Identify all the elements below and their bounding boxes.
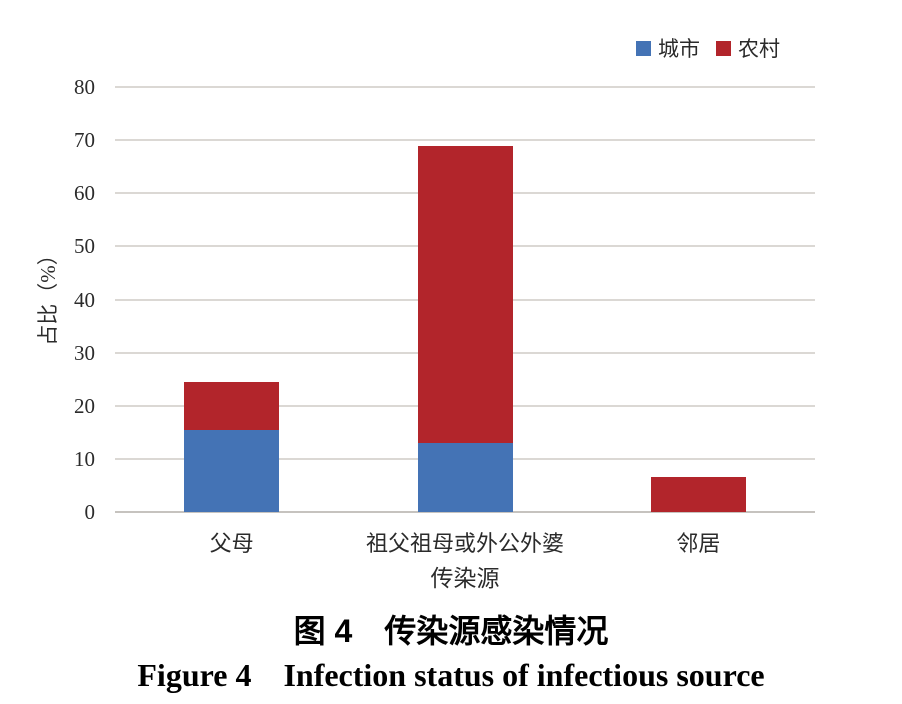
bar-segment-城市-2 [417,442,513,512]
chart-legend: 城市 农村 [636,33,780,63]
y-tick-label-80: 80 [74,75,95,99]
figure-caption-en: Figure 4 Infection status of infectious … [137,657,765,693]
y-tick-label-70: 70 [74,128,95,153]
gridline-70 [115,139,815,142]
y-tick-label-0: 0 [84,500,96,524]
bar-segment-农村-2 [417,145,513,443]
y-tick-label-40: 40 [74,287,95,312]
y-tick-label-20: 20 [74,393,95,418]
gridline-80 [115,86,815,88]
bar-group-2 [417,145,513,512]
figure-caption-zh: 图 4 传染源感染情况 [293,613,609,649]
plot-area [115,86,815,513]
bar-segment-城市-1 [184,429,280,512]
legend-label: 农村 [738,37,780,61]
y-tick-label-60: 60 [74,181,95,206]
y-tick-label-30: 30 [74,340,95,365]
bar-segment-农村-1 [184,381,280,430]
y-tick-label-50: 50 [74,234,95,259]
x-axis-title: 传染源 [430,566,500,591]
x-tick-label-2: 祖父祖母或外公外婆 [365,531,565,556]
legend-item-农村: 农村 [716,33,780,63]
bar-group-1 [184,381,280,512]
x-tick-label-3: 邻居 [676,531,721,556]
y-tick-label-10: 10 [74,446,95,471]
bar-group-3 [650,477,746,512]
x-axis-labels: 父母 祖父祖母或外公外婆 邻居 [115,526,815,556]
x-tick-label-1: 父母 [209,531,254,556]
legend-label: 城市 [658,37,700,61]
legend-swatch-icon [636,40,651,56]
gridline-0 [115,511,815,513]
y-axis-ticks: 0 10 20 30 40 50 60 70 80 [0,75,107,524]
legend-swatch-icon [716,40,731,56]
legend-item-城市: 城市 [636,33,700,63]
bar-segment-农村-3 [650,477,746,512]
